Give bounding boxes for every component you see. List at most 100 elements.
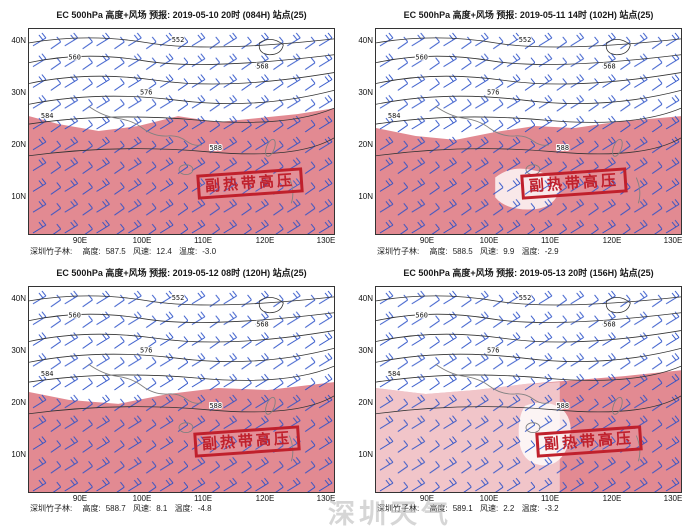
station-name: 深圳竹子林: [377, 247, 420, 256]
y-tick-label: 10N [11, 192, 26, 201]
y-tick-label: 10N [358, 192, 373, 201]
contour-label: 568 [603, 321, 616, 329]
x-tick-label: 100E [479, 236, 499, 245]
contour-label: 584 [388, 112, 401, 120]
panel-title: EC 500hPa 高度+风场 预报: 2019-05-10 20时 (084H… [56, 10, 307, 20]
station-legend: 深圳竹子林: 高度: 587.5 风速: 12.4 温度: -3.0 [30, 246, 221, 257]
contour-label: 552 [519, 294, 532, 302]
y-tick-label: 20N [358, 140, 373, 149]
x-tick-label: 90E [72, 494, 88, 503]
temp-value: -2.9 [544, 247, 559, 256]
contour-label: 568 [256, 63, 269, 71]
contour-label: 584 [41, 112, 54, 120]
height-label: 高度: [82, 247, 101, 256]
wind-value: 9.9 [503, 247, 515, 256]
y-tick-label: 20N [11, 140, 26, 149]
temp-label: 温度: [179, 247, 198, 256]
map-panel-4: 552 560 568 576 584 588 副热带高压 [375, 286, 682, 493]
contour-label: 576 [487, 346, 500, 354]
contour-label: 584 [388, 370, 401, 378]
x-tick-label: 100E [479, 494, 499, 503]
height-value: 588.7 [105, 504, 126, 513]
temp-value: -3.0 [202, 247, 217, 256]
wind-label: 风速: [132, 247, 152, 256]
wind-barbs-layer [29, 287, 334, 492]
wind-value: 8.1 [156, 504, 168, 513]
panel-title: EC 500hPa 高度+风场 预报: 2019-05-12 08时 (120H… [56, 268, 307, 278]
contour-label: 576 [140, 88, 153, 96]
x-tick-label: 130E [316, 236, 336, 245]
temp-label: 温度: [521, 247, 540, 256]
height-label: 高度: [82, 504, 101, 513]
y-tick-label: 20N [358, 398, 373, 407]
y-tick-label: 10N [358, 450, 373, 459]
x-tick-label: 120E [255, 236, 275, 245]
x-tick-label: 90E [72, 236, 88, 245]
y-tick-label: 30N [358, 88, 373, 97]
station-name: 深圳竹子林: [30, 247, 73, 256]
watermark: 深圳天气 [328, 499, 452, 529]
x-tick-label: 110E [540, 236, 560, 245]
x-tick-label: 120E [602, 236, 622, 245]
x-tick-label: 110E [193, 236, 213, 245]
y-tick-label: 20N [11, 398, 26, 407]
x-tick-label: 120E [602, 494, 622, 503]
x-tick-label: 110E [540, 494, 560, 503]
height-value: 589.1 [452, 504, 473, 513]
contour-label: 584 [41, 370, 54, 378]
x-tick-label: 120E [255, 494, 275, 503]
map-canvas: 552 560 568 576 584 588 [29, 29, 334, 234]
wind-value: 2.2 [503, 504, 515, 513]
temp-label: 温度: [521, 504, 540, 513]
contour-label: 588 [209, 144, 222, 152]
contour-label: 552 [519, 36, 532, 44]
x-tick-label: 130E [663, 494, 683, 503]
wind-barbs-layer [29, 29, 334, 234]
y-tick-label: 30N [358, 346, 373, 355]
height-label: 高度: [429, 504, 448, 513]
wind-barbs-layer [376, 287, 681, 492]
y-tick-label: 40N [358, 294, 373, 303]
y-tick-label: 30N [11, 346, 26, 355]
x-tick-label: 110E [193, 494, 213, 503]
x-tick-label: 100E [132, 494, 152, 503]
x-tick-label: 130E [663, 236, 683, 245]
contour-label: 560 [415, 54, 428, 62]
map-panel-3: 552 560 568 576 584 588 副热带高压 [28, 286, 335, 493]
x-tick-label: 100E [132, 236, 152, 245]
map-canvas: 552 560 568 576 584 588 [29, 287, 334, 492]
wind-value: 12.4 [156, 247, 172, 256]
height-label: 高度: [429, 247, 448, 256]
contour-label: 568 [603, 63, 616, 71]
temp-value: -4.8 [197, 504, 212, 513]
y-tick-label: 10N [11, 450, 26, 459]
height-value: 588.5 [452, 247, 473, 256]
contour-label: 560 [68, 312, 81, 320]
wind-label: 风速: [132, 504, 152, 513]
temp-label: 温度: [174, 504, 193, 513]
panel-title: EC 500hPa 高度+风场 预报: 2019-05-13 20时 (156H… [403, 268, 654, 278]
wind-label: 风速: [479, 504, 499, 513]
contour-label: 568 [256, 321, 269, 329]
station-name: 深圳竹子林: [377, 504, 420, 513]
station-legend: 深圳竹子林: 高度: 589.1 风速: 2.2 温度: -3.2 [377, 503, 564, 514]
height-value: 587.5 [105, 247, 126, 256]
contour-label: 552 [172, 294, 185, 302]
map-canvas: 552 560 568 576 584 588 [376, 29, 681, 234]
wind-label: 风速: [479, 247, 499, 256]
wind-barbs-layer [376, 29, 681, 234]
contour-label: 560 [68, 54, 81, 62]
contour-label: 576 [140, 346, 153, 354]
y-tick-label: 40N [358, 36, 373, 45]
station-legend: 深圳竹子林: 高度: 588.7 风速: 8.1 温度: -4.8 [30, 503, 217, 514]
map-panel-1: 552 560 568 576 584 588 副热带高压 [28, 28, 335, 235]
x-tick-label: 90E [419, 236, 435, 245]
map-panel-2: 552 560 568 576 584 588 副热带高压 [375, 28, 682, 235]
contour-label: 588 [556, 144, 569, 152]
y-tick-label: 30N [11, 88, 26, 97]
station-legend: 深圳竹子林: 高度: 588.5 风速: 9.9 温度: -2.9 [377, 246, 564, 257]
contour-label: 588 [556, 402, 569, 410]
contour-label: 576 [487, 88, 500, 96]
contour-label: 588 [209, 402, 222, 410]
